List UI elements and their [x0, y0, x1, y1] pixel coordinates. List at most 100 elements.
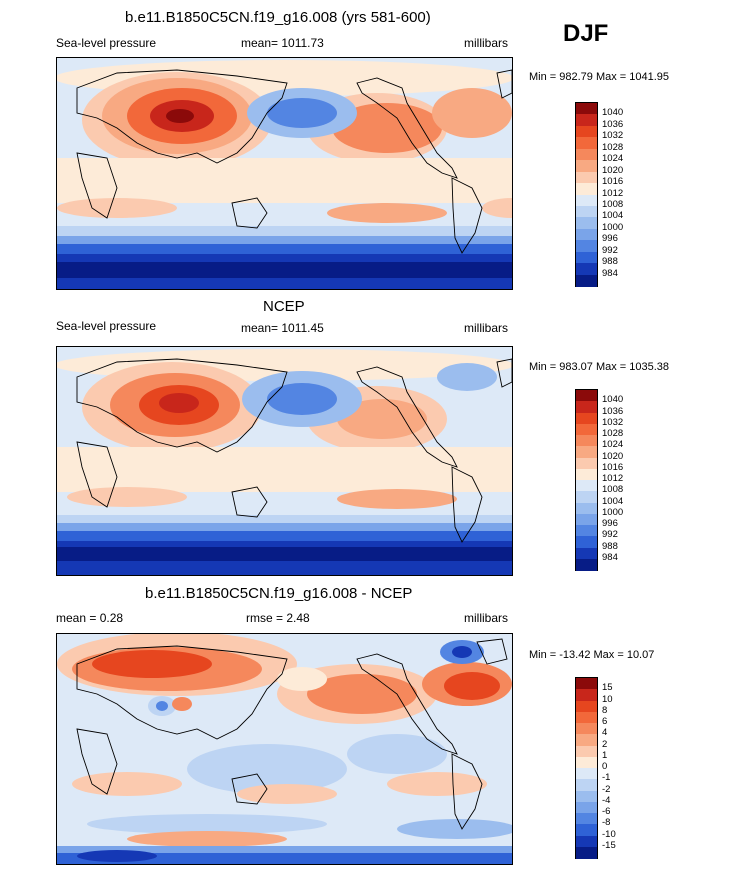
colorbar-tick-label: 1032 [602, 130, 624, 142]
panel3-minmax: Min = -13.42 Max = 10.07 [529, 649, 655, 661]
colorbar-swatch [576, 457, 597, 470]
colorbar-swatch [576, 846, 597, 859]
colorbar-swatch [576, 711, 597, 724]
colorbar-swatch [576, 401, 597, 413]
colorbar-swatch [576, 513, 597, 526]
panel1-mean-label: mean= 1011.73 [241, 36, 324, 50]
colorbar-swatch [576, 745, 597, 758]
colorbar-swatch [576, 790, 597, 803]
colorbar-tick-label: 1012 [602, 187, 624, 199]
colorbar-tick-label: 10 [602, 693, 613, 705]
colorbar-swatch [576, 502, 597, 515]
colorbar-swatch [576, 678, 597, 690]
colorbar-swatch [576, 205, 597, 218]
colorbar-tick-label: 1024 [602, 153, 624, 165]
panel3-colorbar [575, 677, 598, 859]
colorbar-tick-label: 8 [602, 704, 608, 716]
colorbar-swatch [576, 251, 597, 264]
colorbar-tick-label: 1000 [602, 221, 624, 233]
colorbar-swatch [576, 435, 597, 447]
colorbar-swatch [576, 734, 597, 746]
panel2-colorbar [575, 389, 598, 571]
colorbar-tick-label: 984 [602, 551, 618, 563]
panel3-units-label: millibars [464, 611, 509, 625]
colorbar-tick-label: -15 [602, 839, 616, 851]
panel3-map [56, 633, 513, 865]
colorbar-swatch [576, 125, 597, 138]
colorbar-tick-label: 1004 [602, 210, 624, 222]
colorbar-swatch [576, 263, 597, 276]
colorbar-swatch [576, 468, 597, 481]
colorbar-swatch [576, 480, 597, 492]
colorbar-tick-label: 1008 [602, 198, 624, 210]
colorbar-tick-label: 2 [602, 738, 608, 750]
season-label: DJF [563, 20, 609, 47]
colorbar-tick-label: 1008 [602, 484, 624, 496]
panel2-map [56, 346, 513, 576]
colorbar-tick-label: 996 [602, 233, 618, 245]
colorbar-tick-label: 1016 [602, 461, 624, 473]
colorbar-swatch [576, 700, 597, 713]
colorbar-swatch [576, 824, 597, 836]
panel3-title: b.e11.B1850C5CN.f19_g16.008 - NCEP [145, 585, 413, 602]
colorbar-swatch [576, 491, 597, 503]
colorbar-swatch [576, 148, 597, 161]
colorbar-tick-label: 0 [602, 761, 608, 772]
colorbar-tick-label: 1024 [602, 439, 624, 451]
panel1-variable-label: Sea-level pressure [56, 36, 157, 50]
colorbar-tick-label: 1028 [602, 141, 624, 153]
colorbar-tick-label: 1004 [602, 495, 624, 507]
colorbar-tick-label: 1 [602, 749, 608, 761]
colorbar-swatch [576, 228, 597, 241]
colorbar-tick-label: 1012 [602, 473, 624, 484]
colorbar-tick-label: 984 [602, 267, 618, 279]
colorbar-swatch [576, 160, 597, 173]
colorbar-swatch [576, 536, 597, 548]
colorbar-swatch [576, 423, 597, 436]
panel1-colorbar [575, 102, 598, 287]
colorbar-tick-label: 4 [602, 727, 608, 739]
panel1-map [56, 57, 513, 290]
colorbar-tick-label: 988 [602, 540, 618, 552]
colorbar-swatch [576, 689, 597, 701]
colorbar-tick-label: -8 [602, 817, 611, 829]
colorbar-tick-label: 1020 [602, 164, 624, 176]
colorbar-swatch [576, 171, 597, 184]
colorbar-tick-label: -2 [602, 783, 611, 795]
colorbar-tick-label: 992 [602, 244, 618, 256]
colorbar-swatch [576, 801, 597, 814]
colorbar-swatch [576, 274, 597, 287]
colorbar-swatch [576, 217, 597, 230]
colorbar-swatch [576, 137, 597, 150]
colorbar-tick-label: 1036 [602, 405, 624, 417]
colorbar-swatch [576, 114, 597, 127]
colorbar-swatch [576, 183, 597, 195]
colorbar-tick-label: -1 [602, 772, 611, 784]
colorbar-tick-label: -10 [602, 828, 616, 840]
colorbar-swatch [576, 390, 597, 402]
colorbar-tick-label: 1036 [602, 118, 624, 130]
colorbar-tick-label: 996 [602, 518, 618, 529]
panel1-units-label: millibars [464, 36, 509, 50]
colorbar-swatch [576, 756, 597, 769]
panel1-minmax: Min = 982.79 Max = 1041.95 [529, 71, 670, 83]
panel2-variable-label: Sea-level pressure [56, 319, 157, 333]
colorbar-swatch [576, 558, 597, 571]
colorbar-tick-label: 988 [602, 256, 618, 268]
colorbar-tick-label: 1020 [602, 450, 624, 462]
colorbar-tick-label: 6 [602, 716, 608, 727]
panel1-title: b.e11.B1850C5CN.f19_g16.008 (yrs 581-600… [125, 9, 431, 26]
panel3-mean-label: mean = 0.28 [56, 611, 124, 625]
panel2-title: NCEP [263, 298, 305, 315]
colorbar-tick-label: -4 [602, 794, 611, 806]
colorbar-swatch [576, 813, 597, 825]
colorbar-swatch [576, 446, 597, 458]
panel2-units-label: millibars [464, 321, 509, 335]
colorbar-tick-label: 15 [602, 682, 613, 694]
colorbar-tick-label: 1016 [602, 176, 624, 188]
colorbar-swatch [576, 723, 597, 735]
colorbar-swatch [576, 525, 597, 537]
colorbar-tick-label: 1028 [602, 428, 624, 439]
colorbar-swatch [576, 835, 597, 848]
colorbar-tick-label: 1032 [602, 416, 624, 428]
